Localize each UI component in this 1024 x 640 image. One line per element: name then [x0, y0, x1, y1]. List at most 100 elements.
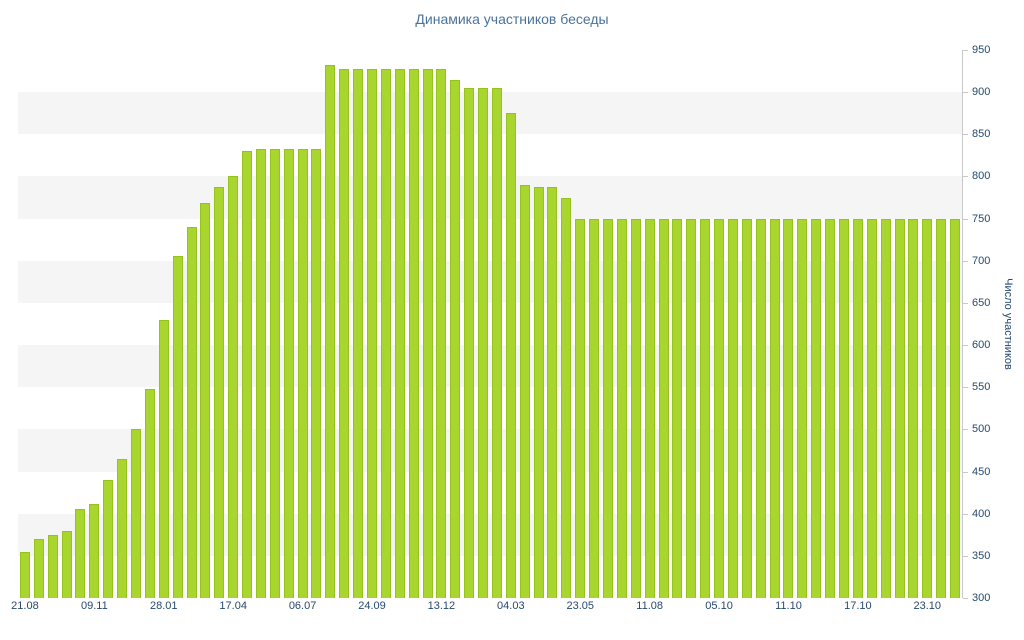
plot-area [18, 50, 962, 598]
y-axis-tick [963, 134, 968, 136]
bar [950, 218, 961, 598]
x-axis-tick-label: 28.01 [149, 600, 178, 612]
bar [727, 218, 738, 598]
y-axis-title: Число участников [1002, 278, 1014, 370]
bar [880, 218, 891, 598]
bar [811, 218, 822, 598]
bar [33, 539, 44, 598]
x-axis-tick-label: 21.08 [11, 600, 39, 612]
bar [47, 534, 58, 598]
bar [103, 479, 114, 598]
x-axis-tick-label: 13.12 [427, 600, 456, 612]
bar [797, 218, 808, 598]
x-axis-tick-label: 09.11 [80, 600, 108, 612]
x-axis-tick-label: 06.07 [288, 600, 317, 612]
y-axis-tick [963, 471, 968, 473]
y-axis-tick-label: 700 [972, 254, 991, 267]
bar [519, 184, 530, 598]
y-axis-tick-label: 350 [972, 549, 991, 562]
bar [394, 68, 405, 598]
bar [380, 68, 391, 598]
x-axis-tick-label: 23.05 [566, 600, 594, 612]
bar [547, 186, 558, 598]
bar [839, 218, 849, 598]
bar [408, 68, 419, 598]
y-axis-tick-label: 450 [972, 465, 991, 478]
y-axis-tick [963, 176, 968, 178]
y-axis-tick [963, 598, 968, 599]
y-axis-tick-label: 550 [972, 381, 991, 394]
bar [825, 218, 836, 598]
bar [186, 227, 197, 598]
bar [242, 151, 253, 598]
bar [533, 186, 544, 598]
x-axis-tick-label: 17.10 [844, 600, 872, 612]
bar [464, 87, 475, 598]
x-axis-tick-label: 11.10 [775, 600, 802, 612]
bar [325, 65, 336, 598]
y-axis-tick-label: 300 [972, 592, 991, 604]
bar [117, 458, 128, 598]
bar [561, 197, 572, 598]
bar [367, 68, 377, 598]
bar [255, 148, 266, 598]
bar [228, 176, 239, 598]
bar [769, 218, 780, 598]
bar [589, 218, 600, 598]
bar [644, 218, 655, 598]
grid-stripe [18, 134, 962, 176]
bar [575, 218, 586, 598]
bar [505, 113, 516, 598]
bar [783, 218, 794, 598]
x-axis-tick-label: 17.04 [219, 600, 247, 612]
grid-stripe [18, 176, 962, 219]
bar [700, 218, 711, 598]
chart-title: Динамика участников беседы [415, 11, 609, 27]
bar [172, 255, 183, 598]
y-axis-tick-label: 950 [972, 44, 991, 56]
bar [714, 218, 725, 598]
bar [75, 509, 86, 598]
bar [89, 503, 100, 598]
bar [200, 203, 211, 598]
y-axis-tick-label: 500 [972, 423, 991, 436]
bar [686, 218, 697, 598]
bar [866, 218, 877, 598]
x-axis-tick-label: 04.03 [497, 600, 525, 612]
y-axis-tick [963, 92, 968, 94]
bar [478, 87, 489, 598]
bar [755, 218, 766, 598]
bar [269, 148, 280, 598]
bar [603, 218, 613, 598]
bar [311, 148, 322, 598]
bar [894, 218, 905, 598]
y-axis-tick [963, 387, 968, 389]
bar [353, 68, 364, 598]
x-axis-tick-label: 23.10 [913, 600, 942, 612]
y-axis-tick-label: 900 [972, 86, 991, 99]
bar [616, 218, 627, 598]
y-axis-tick-label: 400 [972, 507, 991, 520]
bar [741, 218, 752, 598]
bar [339, 68, 350, 598]
bar [131, 429, 141, 598]
x-axis-tick-label: 11.08 [636, 600, 663, 612]
x-axis: 21.08 09.11 28.01 17.04 06.07 24.09 13.12 04.03… [11, 600, 962, 616]
bar [936, 218, 947, 598]
y-axis-tick [963, 345, 968, 347]
y-axis-tick [963, 260, 968, 262]
bar [422, 68, 433, 598]
bar [491, 87, 502, 598]
bar [283, 148, 294, 598]
grid-stripe [18, 50, 962, 92]
bar [672, 218, 683, 598]
y-axis-tick-label: 600 [972, 339, 991, 352]
y-axis-tick [963, 302, 968, 304]
bar [19, 551, 30, 598]
y-axis-tick-label: 800 [972, 170, 991, 183]
bar [630, 218, 641, 598]
bar [297, 148, 308, 598]
y-axis: 950 900 850 800 750 700 650 600 550 500 450 400 350 3… [962, 44, 1023, 604]
y-axis-tick [963, 50, 968, 51]
